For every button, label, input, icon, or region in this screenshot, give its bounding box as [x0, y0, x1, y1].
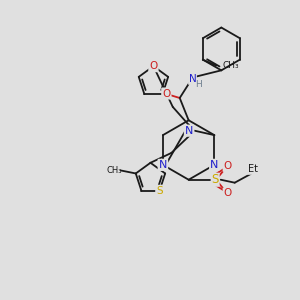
Text: H: H [195, 80, 202, 88]
Text: S: S [156, 186, 163, 196]
Text: N: N [185, 126, 193, 136]
Text: O: O [223, 188, 231, 198]
Text: O: O [162, 88, 170, 98]
Text: CH₃: CH₃ [222, 61, 239, 70]
Text: S: S [212, 173, 219, 186]
Text: N: N [159, 160, 167, 170]
Text: CH₃: CH₃ [106, 166, 122, 175]
Text: Et: Et [248, 164, 257, 174]
Text: O: O [223, 161, 231, 171]
Text: N: N [210, 160, 219, 170]
Text: N: N [189, 74, 196, 84]
Text: O: O [149, 61, 158, 71]
